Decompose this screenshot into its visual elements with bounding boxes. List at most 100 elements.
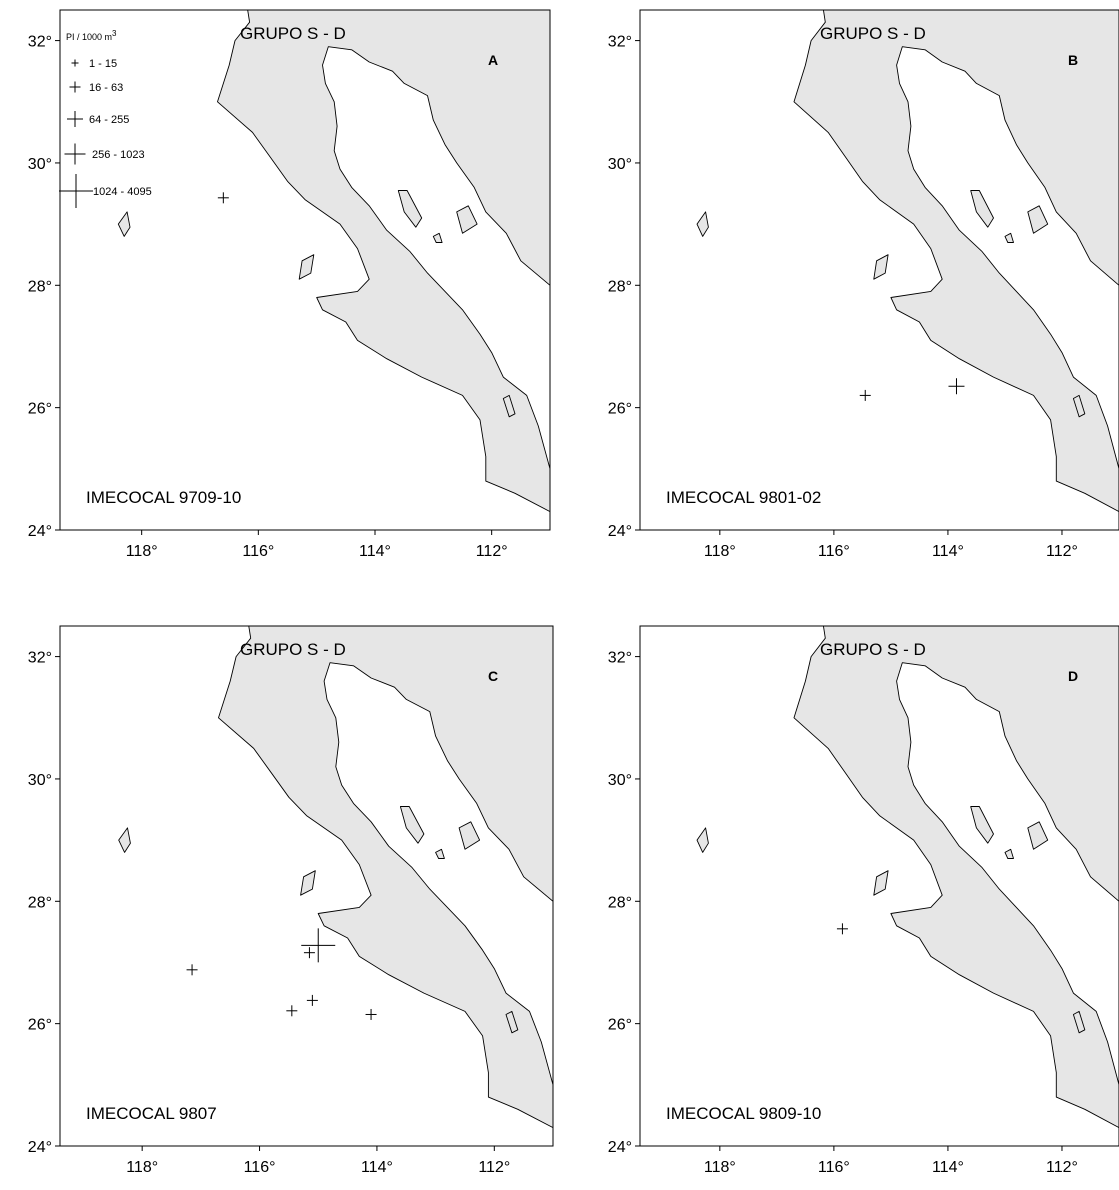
map-panel-b: 32° 30° 28° 26° 24° 118° 116° 114° 112° GRUPO S -… bbox=[608, 9, 1119, 560]
panel-letter: B bbox=[1068, 52, 1078, 68]
map-panel-a: 32° 30° 28° 26° 24° 118° 116° 114° 112° GRUPO S -… bbox=[28, 9, 551, 560]
cruise-label: IMECOCAL 9809-10 bbox=[666, 1104, 821, 1123]
lon-tick-label: 116° bbox=[242, 543, 274, 560]
island-4 bbox=[1004, 232, 1014, 243]
lat-tick-label: 32° bbox=[28, 650, 52, 667]
lat-tick-label: 26° bbox=[608, 1017, 632, 1034]
lat-tick-label: 32° bbox=[608, 34, 632, 51]
legend-entry: 256 - 1023 bbox=[64, 143, 145, 165]
island-3 bbox=[1027, 205, 1049, 234]
baja-california-land bbox=[793, 10, 1119, 513]
legend: PI / 1000 m3 1 - 15 16 - 63 64 - 255 256 - 1… bbox=[59, 29, 152, 208]
panel-letter: D bbox=[1068, 668, 1078, 684]
island-2 bbox=[970, 190, 994, 228]
lat-tick-label: 28° bbox=[28, 278, 52, 295]
lon-tick-label: 116° bbox=[244, 1159, 276, 1176]
station-marker bbox=[859, 389, 871, 401]
island-3 bbox=[458, 821, 481, 850]
map-frame bbox=[639, 9, 1119, 531]
legend-title: PI / 1000 m3 bbox=[66, 29, 117, 42]
map-frame bbox=[59, 625, 554, 1147]
lat-tick-label: 30° bbox=[28, 156, 52, 173]
lat-tick-label: 30° bbox=[28, 772, 52, 789]
map-panel-c: 32° 30° 28° 26° 24° 118° 116° 114° 112° GRUPO S -… bbox=[28, 625, 554, 1176]
station-marker bbox=[301, 928, 336, 963]
lon-tick-label: 116° bbox=[818, 1159, 850, 1176]
station-marker bbox=[286, 1005, 298, 1017]
land-layer bbox=[696, 10, 1119, 513]
legend-label: 64 - 255 bbox=[89, 114, 129, 126]
island-0 bbox=[696, 827, 709, 853]
map-frame bbox=[639, 625, 1119, 1147]
island-4 bbox=[1004, 848, 1014, 859]
lat-tick-label: 24° bbox=[608, 523, 632, 540]
lat-tick-label: 26° bbox=[28, 401, 52, 418]
group-title: GRUPO S - D bbox=[820, 640, 926, 659]
lat-tick-label: 24° bbox=[28, 1139, 52, 1156]
island-5 bbox=[1072, 1010, 1086, 1034]
station-marker bbox=[365, 1008, 377, 1020]
lon-tick-label: 114° bbox=[932, 1159, 964, 1176]
lat-tick-label: 32° bbox=[28, 34, 52, 51]
legend-label: 16 - 63 bbox=[89, 82, 123, 94]
island-3 bbox=[1027, 821, 1049, 850]
lat-tick-label: 26° bbox=[608, 401, 632, 418]
panel-letter: C bbox=[488, 668, 498, 684]
group-title: GRUPO S - D bbox=[240, 640, 346, 659]
legend-entry: 64 - 255 bbox=[67, 111, 129, 127]
lon-tick-label: 112° bbox=[478, 1159, 510, 1176]
map-frame bbox=[59, 9, 551, 531]
island-4 bbox=[435, 848, 445, 859]
baja-california-land bbox=[218, 626, 553, 1129]
lon-tick-label: 118° bbox=[126, 543, 158, 560]
island-2 bbox=[397, 190, 423, 228]
station-marker bbox=[186, 964, 198, 976]
land-layer bbox=[118, 626, 553, 1129]
island-5 bbox=[502, 394, 516, 418]
lon-tick-label: 112° bbox=[1046, 1159, 1078, 1176]
lon-tick-label: 116° bbox=[818, 543, 850, 560]
island-2 bbox=[399, 806, 425, 844]
legend-entry: 16 - 63 bbox=[69, 81, 123, 94]
panel-letter: A bbox=[488, 52, 498, 68]
lat-tick-label: 30° bbox=[608, 156, 632, 173]
island-1 bbox=[873, 254, 889, 280]
lat-tick-label: 26° bbox=[28, 1017, 52, 1034]
land-layer bbox=[117, 10, 550, 513]
legend-label: 1 - 15 bbox=[89, 58, 117, 70]
group-title: GRUPO S - D bbox=[240, 24, 346, 43]
lat-tick-label: 24° bbox=[608, 1139, 632, 1156]
cruise-label: IMECOCAL 9801-02 bbox=[666, 488, 821, 507]
island-2 bbox=[970, 806, 994, 844]
legend-entry: 1024 - 4095 bbox=[59, 174, 152, 208]
legend-entry: 1 - 15 bbox=[71, 58, 117, 70]
lon-tick-label: 112° bbox=[476, 543, 508, 560]
island-4 bbox=[432, 232, 443, 243]
island-5 bbox=[1072, 394, 1086, 418]
island-3 bbox=[456, 205, 478, 234]
lon-tick-label: 118° bbox=[704, 543, 736, 560]
lat-tick-label: 24° bbox=[28, 523, 52, 540]
group-title: GRUPO S - D bbox=[820, 24, 926, 43]
lon-tick-label: 112° bbox=[1046, 543, 1078, 560]
lon-tick-label: 114° bbox=[359, 543, 391, 560]
baja-california-land bbox=[793, 626, 1119, 1129]
legend-label: 1024 - 4095 bbox=[93, 186, 152, 198]
island-1 bbox=[298, 254, 315, 280]
map-panel-d: 32° 30° 28° 26° 24° 118° 116° 114° 112° GRUPO S -… bbox=[608, 625, 1119, 1176]
land-layer bbox=[696, 626, 1119, 1129]
island-1 bbox=[300, 870, 316, 896]
cruise-label: IMECOCAL 9709-10 bbox=[86, 488, 241, 507]
station-marker bbox=[303, 947, 315, 959]
station-marker bbox=[306, 994, 318, 1006]
island-1 bbox=[873, 870, 889, 896]
station-marker bbox=[217, 192, 229, 204]
lat-tick-label: 28° bbox=[608, 894, 632, 911]
lat-tick-label: 28° bbox=[608, 278, 632, 295]
lon-tick-label: 114° bbox=[932, 543, 964, 560]
island-0 bbox=[117, 211, 131, 237]
lon-tick-label: 118° bbox=[126, 1159, 158, 1176]
station-marker bbox=[836, 923, 848, 935]
lon-tick-label: 118° bbox=[704, 1159, 736, 1176]
